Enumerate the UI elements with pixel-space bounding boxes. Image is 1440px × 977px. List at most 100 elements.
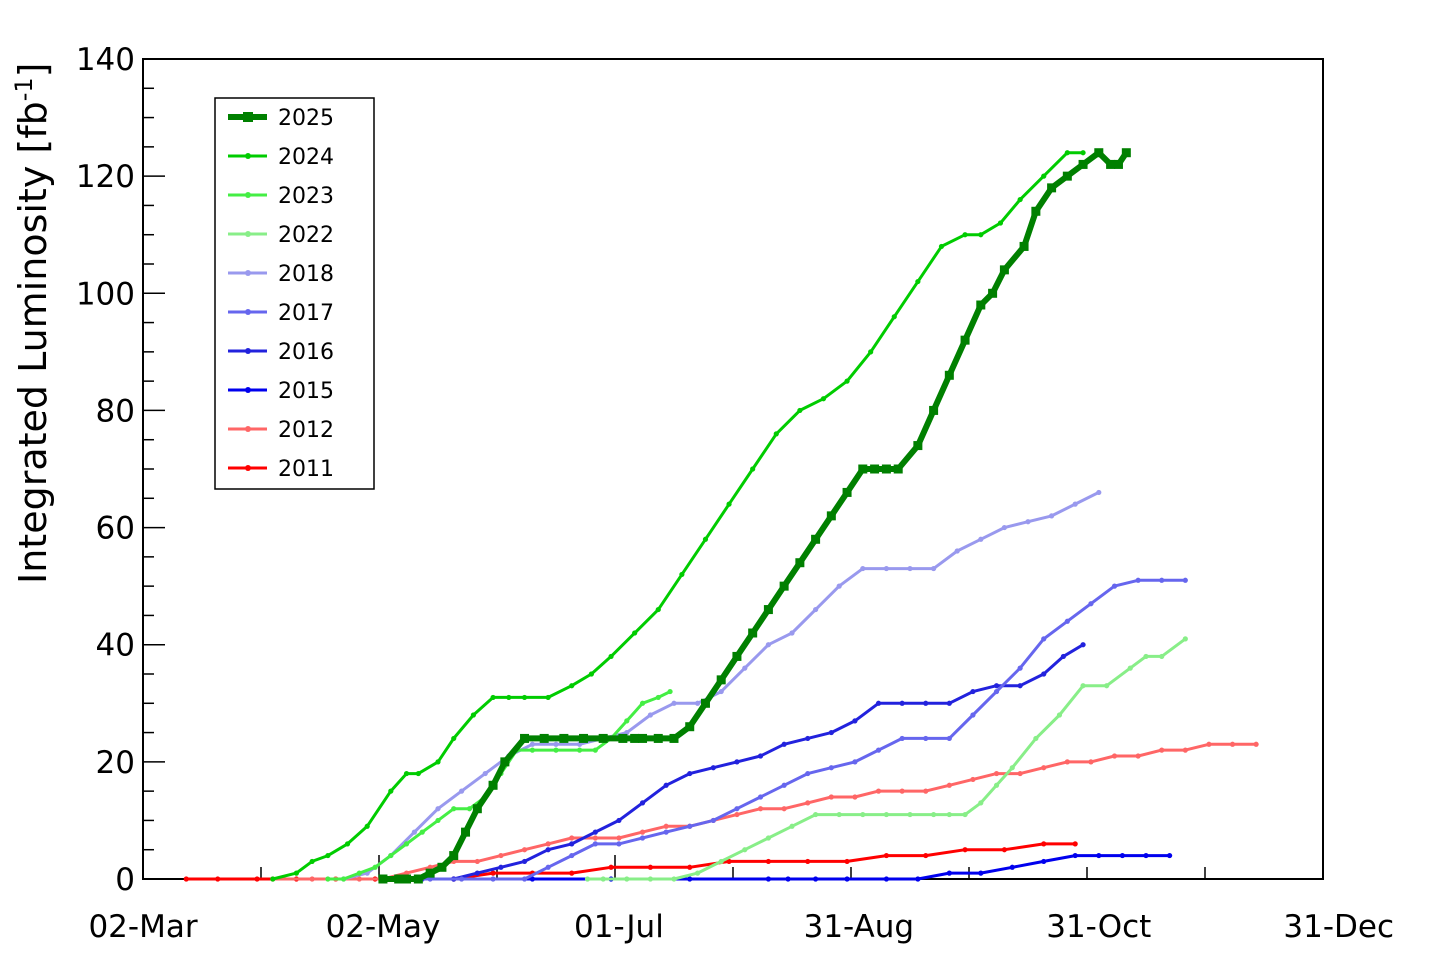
- data-point: [785, 876, 791, 882]
- y-tick-label: 0: [115, 862, 135, 898]
- data-point: [899, 700, 905, 706]
- data-point: [1135, 577, 1141, 583]
- data-point: [828, 765, 834, 771]
- data-point: [584, 876, 591, 882]
- data-point: [372, 864, 378, 870]
- data-point: [946, 735, 952, 742]
- data-point: [1159, 747, 1165, 753]
- data-point: [539, 733, 549, 743]
- x-tick-label: 02-Mar: [88, 909, 197, 945]
- data-point: [569, 683, 575, 689]
- data-point: [466, 806, 473, 812]
- data-point: [403, 841, 410, 847]
- data-point: [875, 747, 882, 753]
- data-point: [577, 741, 583, 747]
- data-point: [813, 811, 819, 818]
- data-point: [470, 712, 476, 718]
- data-point: [795, 558, 805, 568]
- data-point: [1096, 489, 1102, 496]
- data-point: [1078, 159, 1088, 169]
- data-point: [842, 487, 852, 497]
- data-point: [976, 300, 986, 310]
- legend-label-2017: 2017: [278, 301, 334, 326]
- data-point: [858, 464, 868, 474]
- data-point: [1143, 653, 1149, 660]
- data-point: [183, 876, 189, 882]
- data-point: [425, 868, 435, 878]
- data-point: [474, 858, 480, 865]
- series-2023: [325, 688, 673, 882]
- data-point: [813, 876, 819, 882]
- x-tick-label: 02-May: [326, 909, 441, 945]
- data-point: [742, 665, 748, 671]
- data-point: [748, 628, 758, 638]
- data-point: [437, 862, 447, 872]
- data-point: [490, 876, 496, 882]
- data-point: [577, 747, 583, 753]
- data-point: [734, 759, 740, 765]
- data-point: [970, 688, 976, 695]
- data-point: [797, 407, 803, 414]
- legend-marker: [245, 192, 251, 198]
- legend-marker: [245, 231, 251, 237]
- y-tick-label: 80: [96, 393, 135, 429]
- data-point: [488, 780, 498, 790]
- legend-box: [214, 97, 375, 490]
- data-point: [993, 770, 1000, 777]
- data-point: [781, 806, 787, 812]
- data-point: [813, 606, 819, 613]
- data-point: [655, 694, 661, 701]
- legend-label-2011: 2011: [278, 457, 334, 482]
- data-point: [254, 876, 260, 882]
- data-point: [765, 835, 772, 841]
- data-point: [639, 829, 646, 835]
- data-point: [1001, 847, 1008, 853]
- data-point: [490, 870, 496, 876]
- legend-label-2012: 2012: [278, 418, 334, 443]
- data-point: [506, 694, 512, 701]
- data-point: [1096, 852, 1102, 859]
- data-point: [765, 642, 772, 648]
- data-point: [915, 876, 921, 882]
- data-point: [789, 823, 795, 829]
- data-point: [1080, 683, 1086, 689]
- data-point: [588, 671, 595, 677]
- legend-marker: [245, 387, 251, 393]
- data-point: [1182, 747, 1188, 753]
- data-point: [520, 733, 530, 743]
- data-point: [1094, 148, 1104, 158]
- data-point: [529, 747, 536, 753]
- legend-marker: [243, 112, 253, 122]
- data-point: [616, 817, 622, 824]
- data-point: [356, 870, 362, 876]
- data-point: [569, 835, 575, 841]
- data-point: [805, 800, 811, 806]
- data-point: [325, 876, 331, 882]
- data-point: [638, 733, 648, 743]
- data-point: [883, 565, 890, 572]
- data-point: [1033, 735, 1039, 742]
- data-point: [553, 747, 559, 753]
- data-point: [435, 817, 441, 824]
- y-axis-label-text: Integrated Luminosity [fb: [11, 101, 55, 584]
- data-point: [687, 876, 693, 882]
- series-line-2022: [587, 637, 1187, 881]
- data-point: [716, 675, 726, 685]
- data-point: [1159, 577, 1165, 583]
- data-point: [891, 314, 897, 320]
- data-point: [624, 876, 630, 882]
- data-point: [946, 870, 952, 876]
- legend-label-2023: 2023: [278, 184, 334, 209]
- legend-marker: [245, 426, 251, 432]
- data-point: [394, 874, 404, 884]
- data-point: [852, 718, 858, 724]
- data-point: [545, 841, 551, 847]
- data-point: [1072, 852, 1078, 859]
- data-point: [1135, 753, 1141, 759]
- legend-marker: [245, 309, 251, 315]
- data-point: [844, 858, 850, 865]
- data-point: [598, 733, 608, 743]
- data-point: [718, 688, 724, 695]
- legend-marker: [245, 465, 251, 471]
- data-point: [215, 876, 221, 882]
